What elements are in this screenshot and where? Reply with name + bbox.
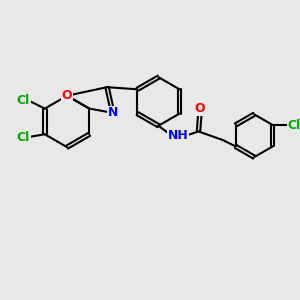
Text: Cl: Cl [17, 130, 30, 144]
Text: O: O [62, 89, 72, 102]
Text: Cl: Cl [17, 94, 30, 106]
Text: O: O [195, 102, 205, 115]
Text: Cl: Cl [287, 118, 300, 131]
Text: NH: NH [168, 129, 189, 142]
Text: N: N [108, 106, 118, 119]
